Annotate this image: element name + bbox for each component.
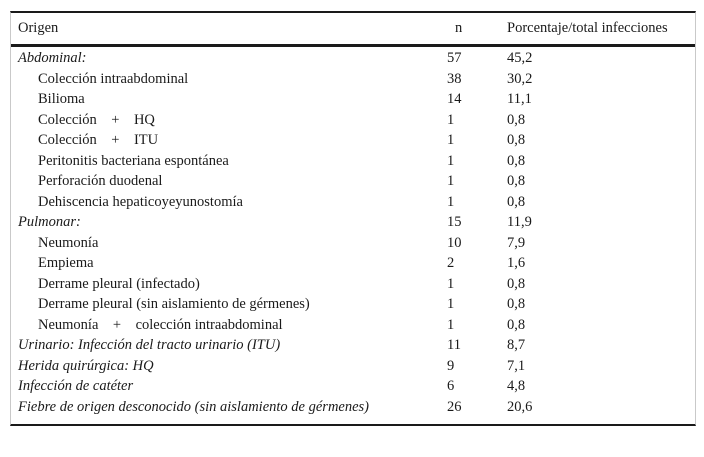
table-row: Neumonía 10 7,9: [11, 233, 695, 254]
table-row: Peritonitis bacteriana espontánea 1 0,8: [11, 151, 695, 172]
row-n-value: 1: [447, 275, 455, 292]
table-row: Urinario: Infección del tracto urinario …: [11, 335, 695, 356]
table-row: Bilioma 14 11,1: [11, 89, 695, 110]
table-row: Herida quirúrgica: HQ 9 7,1: [11, 356, 695, 377]
row-origen-label: Fiebre de origen desconocido (sin aislam…: [18, 398, 370, 415]
row-porcentaje-value: 7,1: [507, 357, 526, 374]
row-porcentaje-value: 7,9: [507, 234, 526, 251]
table-row: Fiebre de origen desconocido (sin aislam…: [11, 397, 695, 418]
table-row: Derrame pleural (infectado) 1 0,8: [11, 274, 695, 295]
row-n-value: 1: [447, 111, 455, 128]
row-n-value: 14: [447, 91, 462, 107]
row-porcentaje-value: 0,8: [507, 275, 526, 292]
table-row: Derrame pleural (sin aislamiento de gérm…: [11, 294, 695, 315]
row-origen-label: Colección intraabdominal: [38, 70, 189, 87]
row-porcentaje-value: 0,8: [507, 132, 526, 148]
row-origen-label: Derrame pleural (sin aislamiento de gérm…: [38, 296, 310, 312]
table-row: Infección de catéter 6 4,8: [11, 376, 695, 397]
row-origen-label: Colección + ITU: [38, 132, 159, 148]
row-n-value: 1: [447, 316, 455, 333]
row-origen-label: Dehiscencia hepaticoyeyunostomía: [38, 193, 243, 210]
table-row: Colección intraabdominal 38 30,2: [11, 69, 695, 90]
row-origen-label: Empiema: [38, 255, 94, 271]
table-row: Empiema 2 1,6: [11, 253, 695, 274]
table-row: Perforación duodenal 1 0,8: [11, 171, 695, 192]
infection-origin-table: Origen n Porcentaje/total infecciones Ab…: [10, 11, 696, 426]
row-porcentaje-value: 0,8: [507, 173, 526, 189]
row-n-value: 11: [447, 337, 461, 353]
table-row: Pulmonar: 15 11,9: [11, 212, 695, 233]
row-n-value: 1: [447, 296, 455, 312]
row-origen-label: Bilioma: [38, 91, 85, 107]
row-n-value: 1: [447, 152, 455, 169]
row-origen-label: Peritonitis bacteriana espontánea: [38, 152, 229, 169]
column-header-n: n: [455, 20, 463, 36]
row-porcentaje-value: 45,2: [507, 50, 533, 66]
row-origen-label: Pulmonar:: [18, 214, 81, 230]
row-n-value: 10: [447, 234, 462, 251]
row-porcentaje-value: 1,6: [507, 255, 526, 271]
column-header-origen: Origen: [18, 20, 59, 36]
row-n-value: 9: [447, 357, 455, 374]
table-row: Abdominal: 57 45,2: [11, 48, 695, 69]
row-n-value: 1: [447, 193, 455, 210]
row-origen-label: Neumonía + colección intraabdominal: [38, 316, 283, 333]
row-porcentaje-value: 20,6: [507, 398, 533, 415]
table-row: Colección + ITU 1 0,8: [11, 130, 695, 151]
table-row: Neumonía + colección intraabdominal 1 0,8: [11, 315, 695, 336]
row-n-value: 57: [447, 50, 462, 66]
row-porcentaje-value: 11,9: [507, 214, 532, 230]
row-origen-label: Colección + HQ: [38, 111, 155, 128]
row-n-value: 26: [447, 398, 462, 415]
row-porcentaje-value: 4,8: [507, 378, 526, 394]
row-porcentaje-value: 0,8: [507, 296, 526, 312]
row-porcentaje-value: 30,2: [507, 70, 533, 87]
table-header-row: Origen n Porcentaje/total infecciones: [11, 13, 695, 47]
row-porcentaje-value: 11,1: [507, 91, 532, 107]
row-origen-label: Herida quirúrgica: HQ: [18, 357, 154, 374]
table-row: Colección + HQ 1 0,8: [11, 110, 695, 131]
table-row: Dehiscencia hepaticoyeyunostomía 1 0,8: [11, 192, 695, 213]
row-origen-label: Derrame pleural (infectado): [38, 275, 200, 292]
table-body: Abdominal: 57 45,2 Colección intraabdominal…: [11, 47, 695, 424]
row-origen-label: Infección de catéter: [18, 378, 134, 394]
row-porcentaje-value: 0,8: [507, 316, 526, 333]
row-n-value: 38: [447, 70, 462, 87]
row-origen-label: Urinario: Infección del tracto urinario …: [18, 337, 281, 353]
row-origen-label: Neumonía: [38, 234, 99, 251]
row-origen-label: Abdominal:: [18, 50, 87, 66]
row-porcentaje-value: 8,7: [507, 337, 526, 353]
row-origen-label: Perforación duodenal: [38, 173, 163, 189]
row-n-value: 2: [447, 255, 455, 271]
row-porcentaje-value: 0,8: [507, 193, 526, 210]
row-porcentaje-value: 0,8: [507, 111, 526, 128]
row-n-value: 6: [447, 378, 455, 394]
row-n-value: 1: [447, 173, 455, 189]
row-porcentaje-value: 0,8: [507, 152, 526, 169]
row-n-value: 1: [447, 132, 455, 148]
column-header-porcentaje: Porcentaje/total infecciones: [507, 20, 668, 36]
row-n-value: 15: [447, 214, 462, 230]
